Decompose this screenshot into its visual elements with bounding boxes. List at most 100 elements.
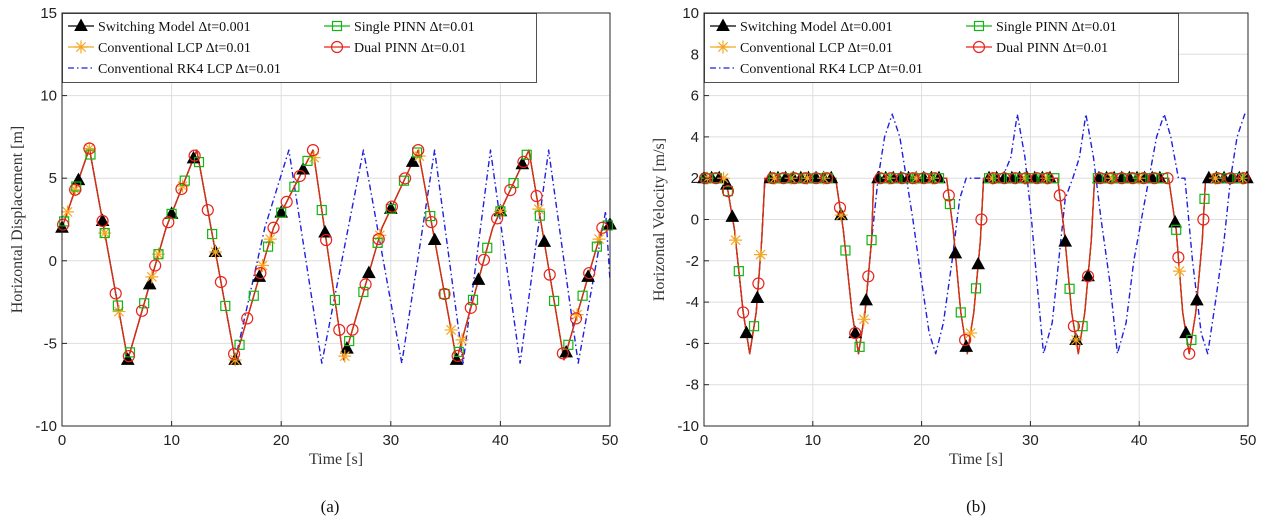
data-point-dual_pinn (1067, 320, 1081, 333)
data-point-conventional_lcp (68, 183, 82, 197)
data-point-conventional_lcp (1172, 264, 1186, 278)
data-point-conventional_lcp (1040, 171, 1054, 185)
legend-item-conventional_lcp: Conventional LCP Δt=0.01 (68, 40, 251, 56)
data-point-dual_pinn (241, 312, 254, 325)
data-point-conventional_lcp (176, 179, 190, 193)
data-point-dual_pinn (569, 312, 583, 325)
data-point-dual_pinn (1081, 270, 1095, 283)
data-point-conventional_lcp (444, 323, 458, 337)
data-point-single_pinn (890, 173, 901, 184)
data-point-single_pinn (577, 290, 588, 301)
data-point-single_pinn (1016, 173, 1027, 184)
data-point-conventional_lcp (857, 312, 871, 326)
legend-item-conventional_lcp: Conventional LCP Δt=0.01 (710, 40, 893, 56)
legend-label-switching: Switching Model Δt=0.001 (98, 20, 251, 35)
data-point-dual_pinn (975, 213, 988, 226)
y-axis-label: Horizontal Displacement [m] (9, 126, 26, 314)
data-point-single_pinn (901, 173, 912, 184)
data-point-single_pinn (1049, 173, 1060, 184)
legend-box (704, 13, 1179, 83)
data-point-single_pinn (220, 300, 231, 312)
y-tick-label: -10 (677, 418, 699, 435)
legend-label-dual_pinn: Dual PINN Δt=0.01 (354, 41, 466, 56)
chart-panel-a: 0 10 20 30 40 50 -10 -5 0 5 10 15 Time [s] Horizontal… (9, 5, 618, 516)
legend-item-dual_pinn: Dual PINN Δt=0.01 (324, 40, 466, 56)
x-tick-label: 40 (1131, 432, 1148, 449)
data-point-dual_pinn (709, 172, 723, 185)
x-tick-label: 50 (602, 432, 619, 449)
axes-box (61, 12, 611, 427)
data-point-conventional_lcp (909, 171, 923, 185)
legend: Switching Model Δt=0.001 Single PINN Δt=0… (62, 13, 537, 83)
data-point-single_pinn (439, 288, 450, 300)
data-point-single_pinn (425, 210, 436, 222)
data-point-conventional_lcp (493, 204, 507, 218)
data-point-switching (725, 209, 740, 222)
y-tick-label: -4 (686, 294, 699, 311)
data-point-dual_pinn (267, 221, 280, 234)
data-point-conventional_lcp (307, 151, 321, 165)
data-point-switching (1168, 214, 1182, 228)
data-point-conventional_lcp (145, 270, 159, 284)
x-tick-label: 30 (382, 432, 399, 449)
data-point-single_pinn (99, 227, 110, 239)
data-point-conventional_lcp (964, 326, 978, 340)
y-tick-label: 10 (40, 88, 57, 105)
data-point-conventional_lcp (455, 333, 469, 347)
data-point-single_pinn (139, 298, 150, 309)
y-tick-label: -6 (686, 335, 699, 352)
data-point-single_pinn (983, 173, 995, 184)
data-point-single_pinn (521, 149, 532, 160)
data-point-single_pinn (549, 295, 560, 307)
data-point-dual_pinn (721, 185, 735, 198)
triangle-icon (74, 18, 88, 31)
data-point-dual_pinn (504, 184, 517, 197)
y-tick-label: -2 (686, 253, 699, 270)
data-point-switching (948, 245, 963, 259)
data-point-dual_pinn (135, 304, 149, 317)
data-point-single_pinn (495, 206, 506, 217)
data-point-single_pinn (358, 286, 369, 298)
legend-label-dual_pinn: Dual PINN Δt=0.01 (996, 41, 1108, 56)
legend-item-rk4: Conventional RK4 LCP Δt=0.01 (68, 62, 281, 77)
y-tick-label: 0 (691, 212, 699, 229)
panel-caption: (b) (966, 497, 986, 516)
data-point-switching (559, 344, 574, 358)
y-tick-label: -10 (35, 418, 57, 435)
data-point-conventional_lcp (1018, 171, 1032, 185)
legend-label-rk4: Conventional RK4 LCP Δt=0.01 (98, 62, 281, 77)
data-point-conventional_lcp (985, 171, 999, 185)
data-point-switching (95, 213, 110, 226)
data-point-single_pinn (467, 294, 479, 305)
data-point-dual_pinn (109, 287, 122, 300)
data-point-dual_pinn (477, 253, 491, 266)
data-point-dual_pinn (425, 215, 438, 229)
data-point-single_pinn (994, 173, 1006, 184)
y-tick-label: 2 (691, 170, 699, 187)
data-point-conventional_lcp (754, 248, 768, 262)
x-tick-label: 20 (273, 432, 290, 449)
data-point-single_pinn (289, 181, 300, 192)
legend-label-rk4: Conventional RK4 LCP Δt=0.01 (740, 62, 923, 77)
data-point-dual_pinn (346, 323, 359, 336)
data-point-dual_pinn (83, 142, 96, 155)
data-point-dual_pinn (543, 268, 556, 281)
chart-panel-b: 0 10 20 30 40 50 -10 -8 -6 -4 -2 0 2 4 6 8 10 Time [s] Hor… (651, 5, 1256, 516)
data-point-dual_pinn (464, 301, 477, 314)
data-point-single_pinn (722, 186, 734, 197)
data-point-dual_pinn (849, 326, 862, 340)
data-point-dual_pinn (122, 350, 135, 363)
data-point-dual_pinn (530, 189, 543, 203)
data-point-dual_pinn (1183, 347, 1196, 360)
y-tick-label: 6 (691, 88, 699, 105)
asterisk-icon (74, 40, 88, 54)
data-point-conventional_lcp (1069, 333, 1083, 347)
x-tick-label: 20 (913, 432, 930, 449)
data-point-single_pinn (71, 181, 82, 192)
legend-label-single_pinn: Single PINN Δt=0.01 (996, 20, 1117, 35)
data-point-single_pinn (563, 339, 574, 350)
x-axis-label: Time [s] (949, 451, 1003, 468)
x-tick-label: 0 (700, 432, 708, 449)
data-point-single_pinn (591, 241, 602, 252)
legend-label-switching: Switching Model Δt=0.001 (740, 20, 893, 35)
